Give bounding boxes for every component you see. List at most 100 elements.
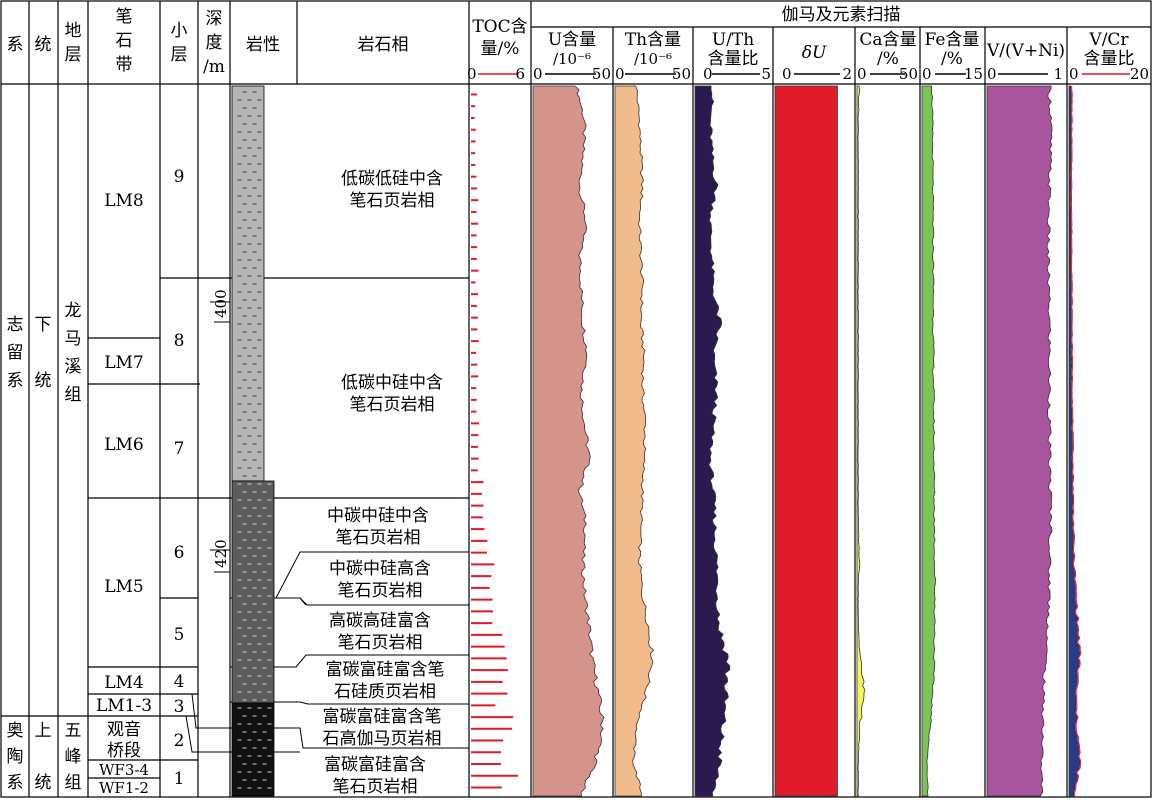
header-xiaoceng-2: 层 — [171, 45, 188, 65]
facies-2-line1: 低碳中硅中含 — [341, 373, 443, 393]
scale-Fe-min: 0 — [922, 65, 932, 83]
zone-wf1-2: WF1-2 — [99, 779, 149, 797]
header-shendu-1: 深 — [206, 9, 223, 29]
system-ordovician-1: 奥 — [7, 721, 24, 741]
header-dU: δU — [802, 43, 827, 63]
layer-1: 1 — [174, 769, 185, 789]
scale-U-max: 50 — [592, 65, 611, 83]
facies-4-line2: 笔石页岩相 — [338, 581, 423, 601]
curve-Ca — [856, 85, 866, 797]
header-VCr-1: V/Cr — [1088, 30, 1129, 50]
system-ordovician-2: 陶 — [7, 747, 24, 767]
system-silurian-3: 系 — [7, 371, 24, 391]
header-yanshixiang: 岩石相 — [358, 35, 409, 55]
layer-4: 4 — [174, 672, 185, 692]
scale-VCr-max: 20 — [1130, 65, 1149, 83]
header-bishidai-2: 石 — [116, 31, 133, 51]
formation-wufeng-1: 五 — [65, 721, 82, 741]
zone-lm1-3: LM1-3 — [96, 696, 152, 716]
layer-6: 6 — [174, 543, 185, 563]
series-lower-1: 下 — [35, 315, 52, 335]
zone-lm4: LM4 — [104, 673, 144, 693]
zone-lm8: LM8 — [104, 191, 144, 211]
formation-wufeng-3: 组 — [65, 773, 82, 793]
header-tong: 统 — [35, 35, 52, 55]
scale-VVNi-max: 1 — [1053, 65, 1063, 83]
system-silurian-1: 志 — [7, 315, 24, 335]
formation-wufeng-2: 峰 — [65, 747, 82, 767]
formation-longmaxi-4: 组 — [65, 385, 82, 405]
zone-lm7: LM7 — [104, 353, 144, 373]
header-VCr-2: 含量比 — [1084, 49, 1135, 69]
header-xi: 系 — [7, 35, 24, 55]
lith-dark-shale — [231, 480, 275, 704]
facies-6-line1: 富碳富硅富含笔 — [326, 660, 445, 680]
scale-toc-max: 6 — [515, 65, 525, 83]
depth-label-420: 420 — [212, 539, 230, 568]
facies-7-line1: 富碳富硅富含笔 — [323, 707, 442, 727]
header-bishidai-1: 笔 — [116, 7, 133, 27]
log-curves — [471, 85, 1082, 797]
lith-siliceous-shale — [231, 702, 275, 797]
system-ordovician-3: 系 — [7, 773, 24, 793]
series-upper-2: 统 — [35, 773, 52, 793]
facies-8-line1: 富碳富硅富含 — [324, 755, 426, 775]
header-Fe-2: /% — [941, 49, 963, 69]
lithology-column — [231, 85, 275, 797]
scale-U-min: 0 — [533, 65, 543, 83]
header-toc-1: TOC含 — [472, 17, 527, 37]
layer-5: 5 — [174, 625, 185, 645]
zone-lm5: LM5 — [104, 577, 144, 597]
header-shendu-2: 度 — [206, 33, 223, 53]
curve-VCr-line — [1070, 86, 1082, 797]
scale-VCr-min: 0 — [1069, 65, 1079, 83]
zone-lm6: LM6 — [104, 435, 144, 455]
facies-7-line2: 石高伽马页岩相 — [323, 729, 442, 749]
facies-5-line2: 笔石页岩相 — [338, 633, 423, 653]
header-Th-1: Th含量 — [625, 30, 681, 50]
lith-light-shale — [231, 85, 265, 482]
header-diceng-2: 层 — [65, 45, 82, 65]
scale-Th-max: 50 — [672, 65, 691, 83]
curve-UTh — [694, 85, 731, 797]
scale-Th-min: 0 — [615, 65, 625, 83]
scale-Ca-min: 0 — [857, 65, 867, 83]
depth-label-400: 400 — [212, 289, 230, 318]
header-toc-2: 量/% — [481, 39, 520, 59]
curve-Th — [614, 85, 655, 797]
header-Th-2: /10⁻⁶ — [634, 50, 672, 68]
header-bishidai-3: 带 — [116, 55, 133, 75]
facies-8-line2: 笔石页岩相 — [333, 777, 418, 797]
zone-wf3-4: WF3-4 — [99, 761, 149, 779]
scale-VVNi-min: 0 — [987, 65, 997, 83]
scale-dU-min: 0 — [782, 65, 792, 83]
facies-4-line1: 中碳中硅高含 — [329, 559, 431, 579]
zone-guanyinqiao-1: 观音 — [107, 720, 141, 740]
curve-VCr — [1068, 85, 1081, 797]
header-yanxing: 岩性 — [246, 35, 280, 55]
scale-toc-min: 0 — [467, 65, 477, 83]
facies-3-line2: 笔石页岩相 — [336, 528, 421, 548]
header-U-1: U含量 — [548, 30, 596, 50]
layer-8: 8 — [174, 331, 185, 351]
header-VVNi: V/(V+Ni) — [986, 41, 1065, 61]
formation-longmaxi-2: 马 — [65, 329, 82, 349]
facies-3-line1: 中碳中硅中含 — [327, 506, 429, 526]
layer-9: 9 — [174, 167, 185, 187]
curve-U — [532, 85, 605, 797]
layer-2: 2 — [174, 731, 185, 751]
header-xiaoceng-1: 小 — [171, 21, 188, 41]
scale-Fe-max: 15 — [964, 65, 983, 83]
facies-1-line1: 低碳低硅中含 — [341, 169, 443, 189]
layer-3: 3 — [174, 697, 185, 717]
header-UTh-1: U/Th — [712, 30, 754, 50]
header-U-2: /10⁻⁶ — [553, 50, 591, 68]
header-Ca-2: /% — [877, 49, 899, 69]
layer-7: 7 — [174, 439, 185, 459]
curve-VVNi — [986, 85, 1053, 797]
header-gamma-group: 伽马及元素扫描 — [782, 5, 901, 25]
scale-UTh-max: 5 — [761, 65, 771, 83]
curve-Fe — [921, 85, 937, 797]
system-silurian-2: 留 — [7, 343, 24, 363]
